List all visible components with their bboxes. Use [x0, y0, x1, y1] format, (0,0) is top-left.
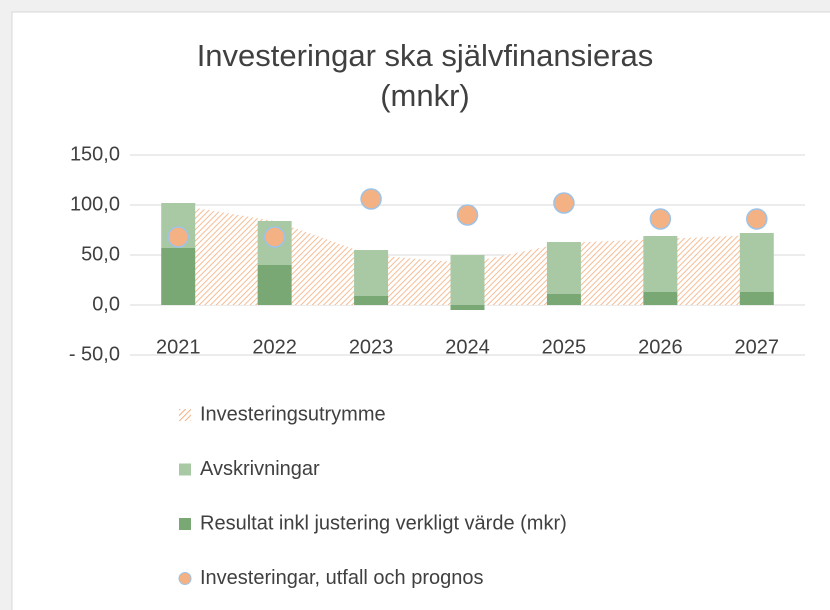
bar	[450, 305, 485, 310]
chart-area	[11, 11, 830, 610]
dot	[456, 204, 479, 226]
bar	[161, 248, 196, 305]
x-tick-label: 2024	[445, 336, 490, 358]
legend-label: Avskrivningar	[200, 458, 320, 480]
bar	[643, 236, 678, 292]
dot	[167, 226, 189, 248]
legend-swatch	[179, 463, 191, 476]
dot	[553, 192, 575, 214]
bar	[739, 233, 774, 292]
bar	[450, 255, 485, 305]
x-tick-label: 2026	[638, 336, 683, 358]
dot	[649, 208, 672, 230]
y-tick-label: - 50,0	[69, 343, 120, 365]
bar	[354, 296, 389, 305]
y-tick-label: 50,0	[81, 243, 120, 265]
legend-swatch	[179, 409, 191, 421]
y-tick-label: 100,0	[70, 193, 120, 215]
chart-title: Investeringar ska självfinansieras	[197, 38, 654, 73]
bar	[643, 292, 678, 305]
y-tick-label: 150,0	[70, 143, 120, 165]
x-tick-label: 2027	[735, 336, 780, 358]
bar	[354, 250, 389, 296]
legend-label: Investeringar, utfall och prognos	[200, 567, 484, 589]
x-tick-label: 2022	[252, 336, 297, 358]
legend-label: Investeringsutrymme	[200, 403, 386, 425]
legend-label: Resultat inkl justering verkligt värde (…	[200, 512, 567, 534]
dot	[746, 208, 768, 230]
x-tick-label: 2023	[349, 336, 394, 358]
legend-swatch	[178, 572, 192, 585]
bar	[257, 265, 292, 305]
dot	[360, 188, 382, 210]
chart-subtitle: (mnkr)	[380, 78, 470, 113]
legend-swatch	[179, 518, 191, 530]
bar	[546, 242, 581, 294]
x-tick-label: 2025	[542, 336, 587, 358]
dot	[263, 226, 286, 248]
area	[178, 205, 757, 305]
x-tick-label: 2021	[156, 336, 201, 358]
bar	[739, 292, 774, 305]
bar	[546, 294, 581, 305]
y-tick-label: 0,0	[92, 293, 120, 315]
